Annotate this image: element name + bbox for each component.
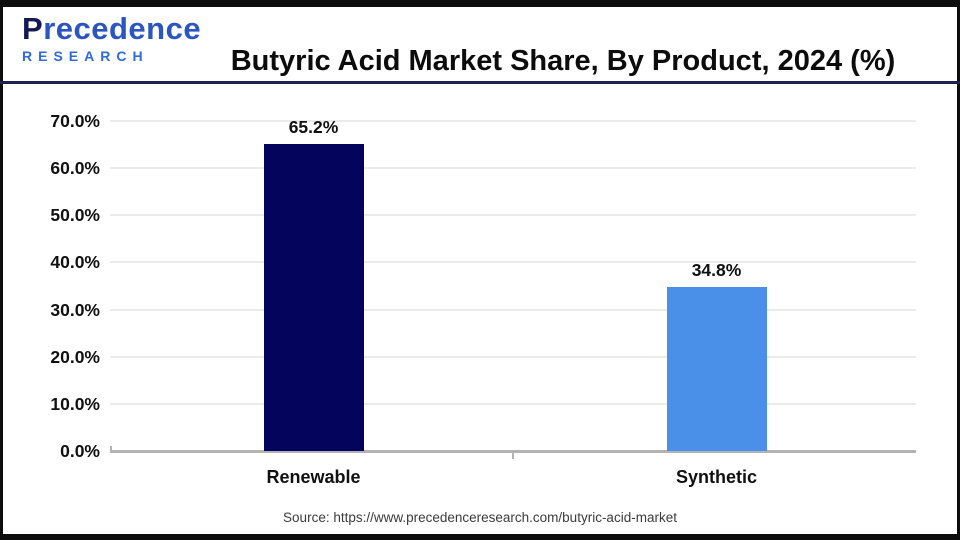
bar-chart-plot-area: 0.0% 10.0% 20.0% 30.0% 40.0% 50.0% 60.0% 70.0% 6…: [0, 84, 960, 534]
gridline: [110, 355, 916, 358]
x-category-label: Synthetic: [675, 467, 758, 487]
frame-edge-right: [957, 0, 960, 540]
frame-edge-bottom: [0, 534, 960, 540]
header-divider: [0, 81, 960, 84]
x-axis-line: [110, 450, 916, 453]
logo-subtitle: RESEARCH: [22, 48, 149, 64]
y-tick-label: 20.0%: [50, 346, 100, 367]
bar-renewable: [263, 143, 364, 451]
gridline: [110, 308, 916, 311]
y-tick-label: 50.0%: [50, 205, 100, 226]
gridline: [110, 120, 916, 122]
y-tick-label: 40.0%: [50, 252, 100, 273]
bar-synthetic: [666, 286, 767, 451]
bar-value-label: 34.8%: [691, 259, 742, 280]
x-axis-left-tick: [110, 446, 112, 451]
source-attribution: Source: https://www.precedenceresearch.c…: [283, 510, 677, 525]
y-tick-label: 10.0%: [50, 393, 100, 414]
chart-title: Butyric Acid Market Share, By Product, 2…: [230, 45, 896, 78]
gridline: [110, 402, 916, 405]
x-category-label: Renewable: [266, 467, 361, 487]
frame-edge-left: [0, 0, 3, 540]
x-axis-center-tick: [512, 453, 514, 459]
y-tick-label: 60.0%: [50, 158, 100, 179]
y-tick-label: 0.0%: [60, 441, 100, 461]
frame-edge-top: [0, 0, 960, 7]
logo-wordmark: Precedence: [22, 11, 202, 46]
precedence-research-logo: Precedence RESEARCH: [22, 11, 232, 65]
gridline: [110, 167, 916, 170]
y-tick-label: 30.0%: [50, 299, 100, 320]
gridline: [110, 214, 916, 217]
bar-value-label: 65.2%: [288, 116, 339, 137]
y-tick-label: 70.0%: [50, 111, 100, 131]
gridline: [110, 261, 916, 264]
